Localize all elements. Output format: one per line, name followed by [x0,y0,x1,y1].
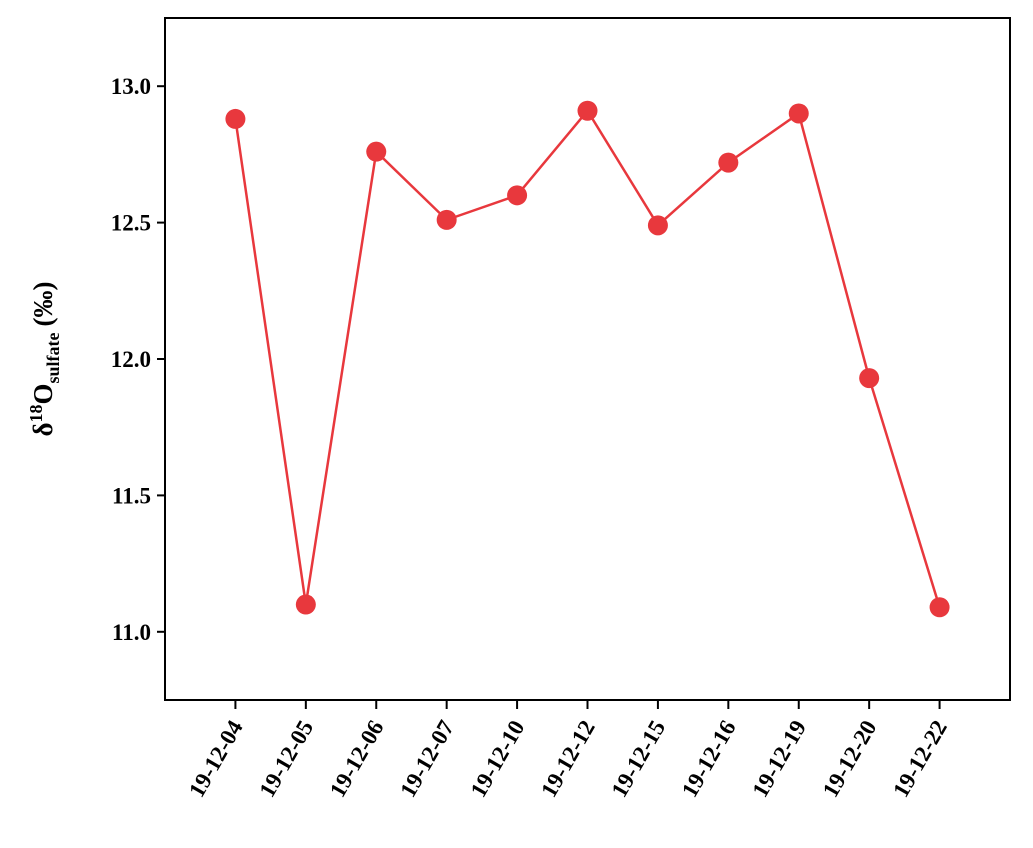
x-tick-label: 19-12-16 [677,716,741,802]
y-tick-label: 12.0 [111,347,151,372]
x-tick-label: 19-12-05 [254,716,318,802]
data-point [577,100,598,121]
data-point [647,215,668,236]
x-tick-label: 19-12-19 [747,716,811,802]
y-tick-label: 13.0 [111,74,151,99]
data-point [436,209,457,230]
data-point [718,152,739,173]
data-point [929,597,950,618]
data-point [295,594,316,615]
y-axis-label: δ18Osulfate (‰) [26,281,63,436]
data-point [225,108,246,129]
data-point [859,368,880,389]
y-label-symbol: δ [28,422,58,436]
x-tick-label: 19-12-20 [818,716,882,802]
data-line [234,108,941,608]
x-tick-label: 19-12-06 [325,716,389,802]
y-tick-label: 11.0 [112,620,151,645]
x-tick-label: 19-12-10 [466,716,530,802]
y-label-base: O [28,383,58,404]
data-point [788,103,809,124]
x-tick-label: 19-12-07 [395,716,459,802]
y-label-unit: (‰) [28,281,58,326]
x-tick-label: 19-12-22 [888,716,952,802]
x-tick-label: 19-12-12 [536,716,600,802]
y-tick-label: 11.5 [112,483,151,508]
x-tick-label: 19-12-15 [606,716,670,802]
data-point [366,141,387,162]
x-tick-label: 19-12-04 [184,716,248,802]
y-label-subscript: sulfate [43,332,63,383]
data-point [507,185,528,206]
y-tick-label: 12.5 [111,211,151,236]
y-label-superscript: 18 [26,404,46,422]
